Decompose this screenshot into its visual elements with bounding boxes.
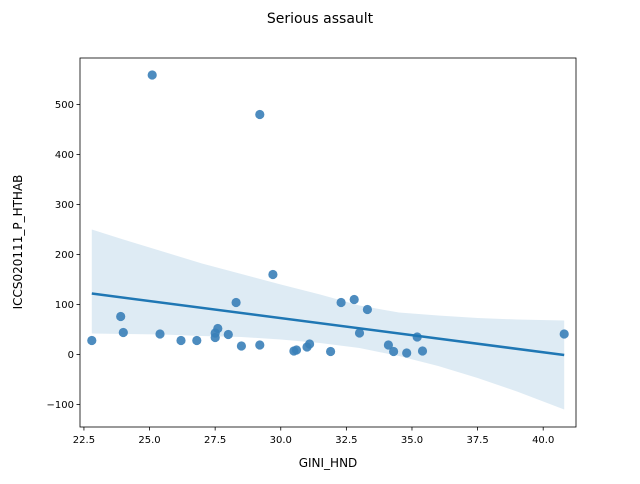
scatter-point: [291, 345, 302, 355]
y-tick-label: 500: [55, 100, 74, 111]
x-tick-label: 35.0: [401, 435, 423, 446]
scatter-point: [176, 335, 186, 346]
y-axis-label: ICCS020111_P_HTHAB: [11, 175, 25, 310]
scatter-point: [354, 328, 365, 338]
x-tick-label: 25.0: [138, 435, 160, 446]
y-tick-label: 100: [55, 300, 74, 311]
scatter-point: [255, 340, 265, 350]
scatter-point: [417, 346, 428, 356]
scatter-point: [349, 294, 359, 305]
scatter-point: [362, 304, 372, 315]
scatter-point: [305, 339, 315, 349]
confidence-band-layer: [91, 229, 565, 410]
scatter-point: [559, 329, 569, 339]
x-tick-label: 22.5: [73, 435, 95, 446]
scatter-point: [383, 340, 393, 350]
x-axis-label: GINI_HND: [299, 456, 358, 470]
scatter-point: [336, 297, 346, 308]
y-tick-label: 0: [68, 350, 74, 361]
regression-line-layer: [91, 292, 565, 357]
scatter-point: [231, 297, 241, 308]
scatter-point: [87, 335, 97, 346]
scatter-point: [192, 335, 202, 346]
confidence-band: [91, 229, 565, 410]
scatter-point: [255, 109, 265, 120]
y-tick-label: 200: [55, 250, 74, 261]
y-tick-label: 400: [55, 150, 74, 161]
x-tick-label: 27.5: [204, 435, 226, 446]
x-tick-label: 30.0: [270, 435, 292, 446]
y-tick-label: 300: [55, 200, 74, 211]
scatter-point: [213, 323, 223, 334]
scatter-point: [402, 348, 412, 358]
scatter-point: [118, 327, 128, 338]
plot-frame: [79, 57, 577, 428]
chart-title: Serious assault: [267, 11, 374, 27]
x-tick-label: 32.5: [335, 435, 357, 446]
y-tick-label: −100: [47, 400, 74, 411]
scatter-point: [223, 329, 233, 340]
scatter-point: [389, 346, 399, 357]
scatter-point: [116, 311, 126, 322]
scatter-point: [236, 341, 246, 351]
scatter-point: [268, 269, 278, 280]
points-layer: [87, 70, 569, 358]
scatter-point: [326, 346, 336, 357]
x-tick-label: 37.5: [466, 435, 488, 446]
x-tick-label: 40.0: [532, 435, 554, 446]
scatter-point: [147, 70, 157, 80]
regression-line: [91, 292, 565, 357]
scatter-point: [155, 329, 165, 339]
axes-layer: 22.5 25.0 27.5 30.0 32.5 35.0 37.5 40.0 −100 0 100…: [47, 57, 577, 446]
